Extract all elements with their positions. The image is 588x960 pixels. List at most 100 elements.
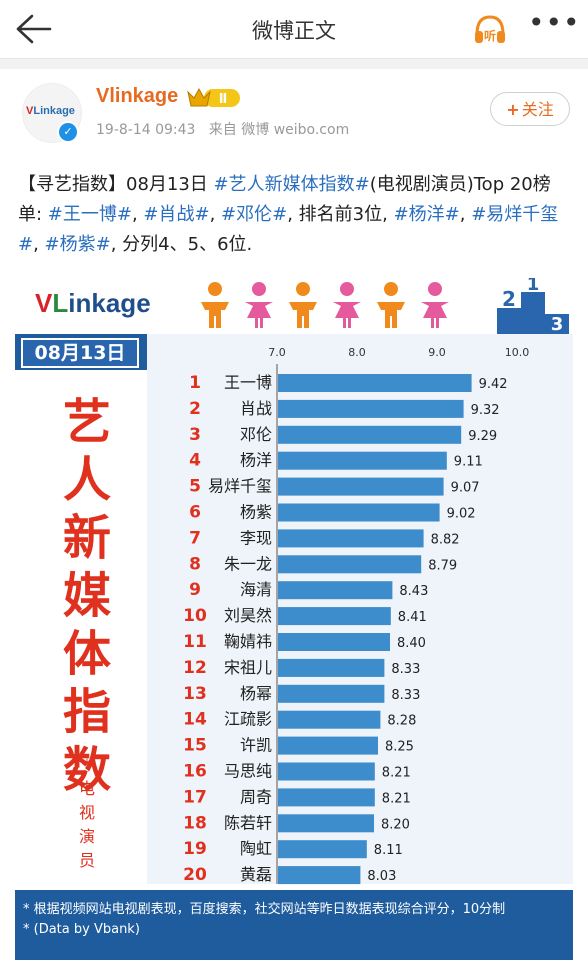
value-label: 9.02 [447, 507, 476, 522]
bar [278, 840, 367, 859]
vlinkage-logo: VLinkage [35, 288, 151, 319]
value-label: 8.03 [367, 869, 396, 884]
post-text-segment: , [209, 204, 222, 225]
value-label: 8.11 [374, 843, 403, 858]
value-label: 9.07 [451, 481, 480, 496]
hashtag-link[interactable]: #杨洋# [393, 204, 460, 225]
rank-number: 3 [189, 425, 201, 445]
actor-name-label: 朱一龙 [224, 554, 272, 573]
verified-badge-icon: ✓ [57, 121, 79, 143]
bar [278, 658, 385, 677]
bar [278, 425, 462, 444]
bar [278, 607, 391, 626]
page-title: 微博正文 [252, 19, 336, 43]
value-label: 9.32 [471, 403, 500, 418]
title-char: 新 [62, 510, 111, 566]
male-figure-icon [201, 282, 229, 328]
value-label: 8.41 [398, 610, 427, 625]
title-char: 指 [62, 684, 111, 740]
rank-number: 1 [189, 373, 201, 393]
follow-label: 关注 [521, 100, 554, 119]
actor-name-label: 易烊千玺 [208, 477, 272, 496]
back-arrow-icon[interactable] [14, 12, 52, 46]
rank-number: 9 [189, 580, 201, 600]
more-options-icon[interactable]: ••• [528, 6, 581, 39]
actor-name-label: 王一博 [224, 373, 272, 392]
value-label: 8.33 [391, 688, 420, 703]
date-label: 08月13日 [21, 338, 139, 368]
follow-button[interactable]: + 关注 [490, 92, 570, 126]
bar [278, 788, 375, 807]
actor-name-label: 鞠婧祎 [224, 632, 272, 651]
value-label: 8.28 [387, 714, 416, 729]
actor-name-label: 李现 [240, 528, 272, 547]
value-label: 8.43 [399, 584, 428, 599]
post-text-segment: , 排名前3位, [287, 204, 394, 225]
rank-number: 17 [183, 787, 207, 807]
hashtag-link[interactable]: #易烊千玺# [18, 204, 559, 255]
podium-icon: 2 1 3 [497, 278, 569, 334]
actor-name-label: 杨幂 [240, 684, 272, 703]
hashtag-link[interactable]: #肖战# [143, 204, 210, 225]
bar [278, 633, 390, 651]
bar [278, 503, 440, 522]
username[interactable]: Vlinkage [96, 85, 179, 107]
bar [278, 814, 374, 833]
hashtag-link[interactable]: #杨紫# [44, 234, 111, 255]
bar [278, 581, 393, 600]
subtitle-char: 电 [78, 779, 95, 798]
rank-number: 15 [183, 736, 207, 756]
value-label: 8.40 [397, 636, 426, 651]
post-text-segment: , [459, 204, 472, 225]
post-meta: 19-8-14 09:43 来自 微博 weibo.com [96, 119, 349, 139]
hashtag-link[interactable]: #王一博# [47, 204, 132, 225]
actor-name-label: 刘昊然 [224, 606, 272, 625]
value-label: 8.33 [391, 662, 420, 677]
value-label: 8.21 [382, 791, 411, 806]
hashtag-link[interactable]: #艺人新媒体指数# [213, 174, 370, 195]
actor-name-label: 江疏影 [224, 710, 272, 729]
bar [278, 684, 385, 703]
bar [278, 555, 422, 574]
listen-headphone-icon[interactable]: 听 [472, 12, 508, 46]
member-level-badge-icon: Ⅱ [187, 87, 240, 107]
x-tick-label: 9.0 [428, 346, 446, 359]
bar [278, 529, 424, 548]
actor-name-label: 陶虹 [240, 839, 272, 858]
hashtag-link[interactable]: #邓伦# [221, 204, 288, 225]
rank-number: 14 [183, 710, 207, 730]
actor-name-label: 杨洋 [240, 451, 272, 470]
post-source[interactable]: 微博 weibo.com [241, 122, 350, 138]
subtitle-char: * [83, 755, 91, 774]
rank-number: 13 [183, 684, 207, 704]
rank-number: 7 [189, 528, 201, 548]
infographic-image[interactable]: VLinkage 2 1 3 08月13日 艺人新媒体指数 * 电视演员 7.0 8… [15, 278, 573, 960]
value-label: 8.20 [381, 817, 410, 832]
svg-text:1: 1 [527, 278, 540, 295]
value-label: 9.42 [479, 377, 508, 392]
actor-name-label: 宋祖儿 [224, 658, 272, 677]
x-tick-label: 7.0 [268, 346, 286, 359]
title-panel [15, 370, 147, 890]
rank-number: 20 [183, 865, 207, 885]
actor-name-label: 邓伦 [240, 425, 272, 444]
rank-number: 18 [183, 813, 207, 833]
actor-name-label: 许凯 [240, 736, 272, 755]
post-body-text: 【寻艺指数】08月13日 #艺人新媒体指数#(电视剧演员)Top 20榜单: #… [18, 170, 573, 260]
bar [278, 866, 361, 885]
post-source-prefix: 来自 [208, 122, 237, 138]
post-text-segment: (电视剧演员)Top 20榜单: [18, 174, 551, 225]
value-label: 8.21 [382, 766, 411, 781]
people-figures-icon [201, 282, 449, 328]
vertical-title: 艺人新媒体指数 [59, 393, 115, 799]
actor-name-label: 肖战 [240, 399, 272, 418]
rank-number: 10 [183, 606, 207, 626]
actor-name-label: 马思纯 [224, 762, 272, 781]
bar [278, 736, 378, 755]
section-divider [0, 59, 588, 69]
male-figure-icon [289, 282, 317, 328]
rank-number: 11 [183, 632, 207, 652]
title-char: 媒 [62, 568, 111, 624]
subtitle-char: 演 [78, 827, 95, 846]
actor-name-label: 周奇 [240, 787, 272, 806]
